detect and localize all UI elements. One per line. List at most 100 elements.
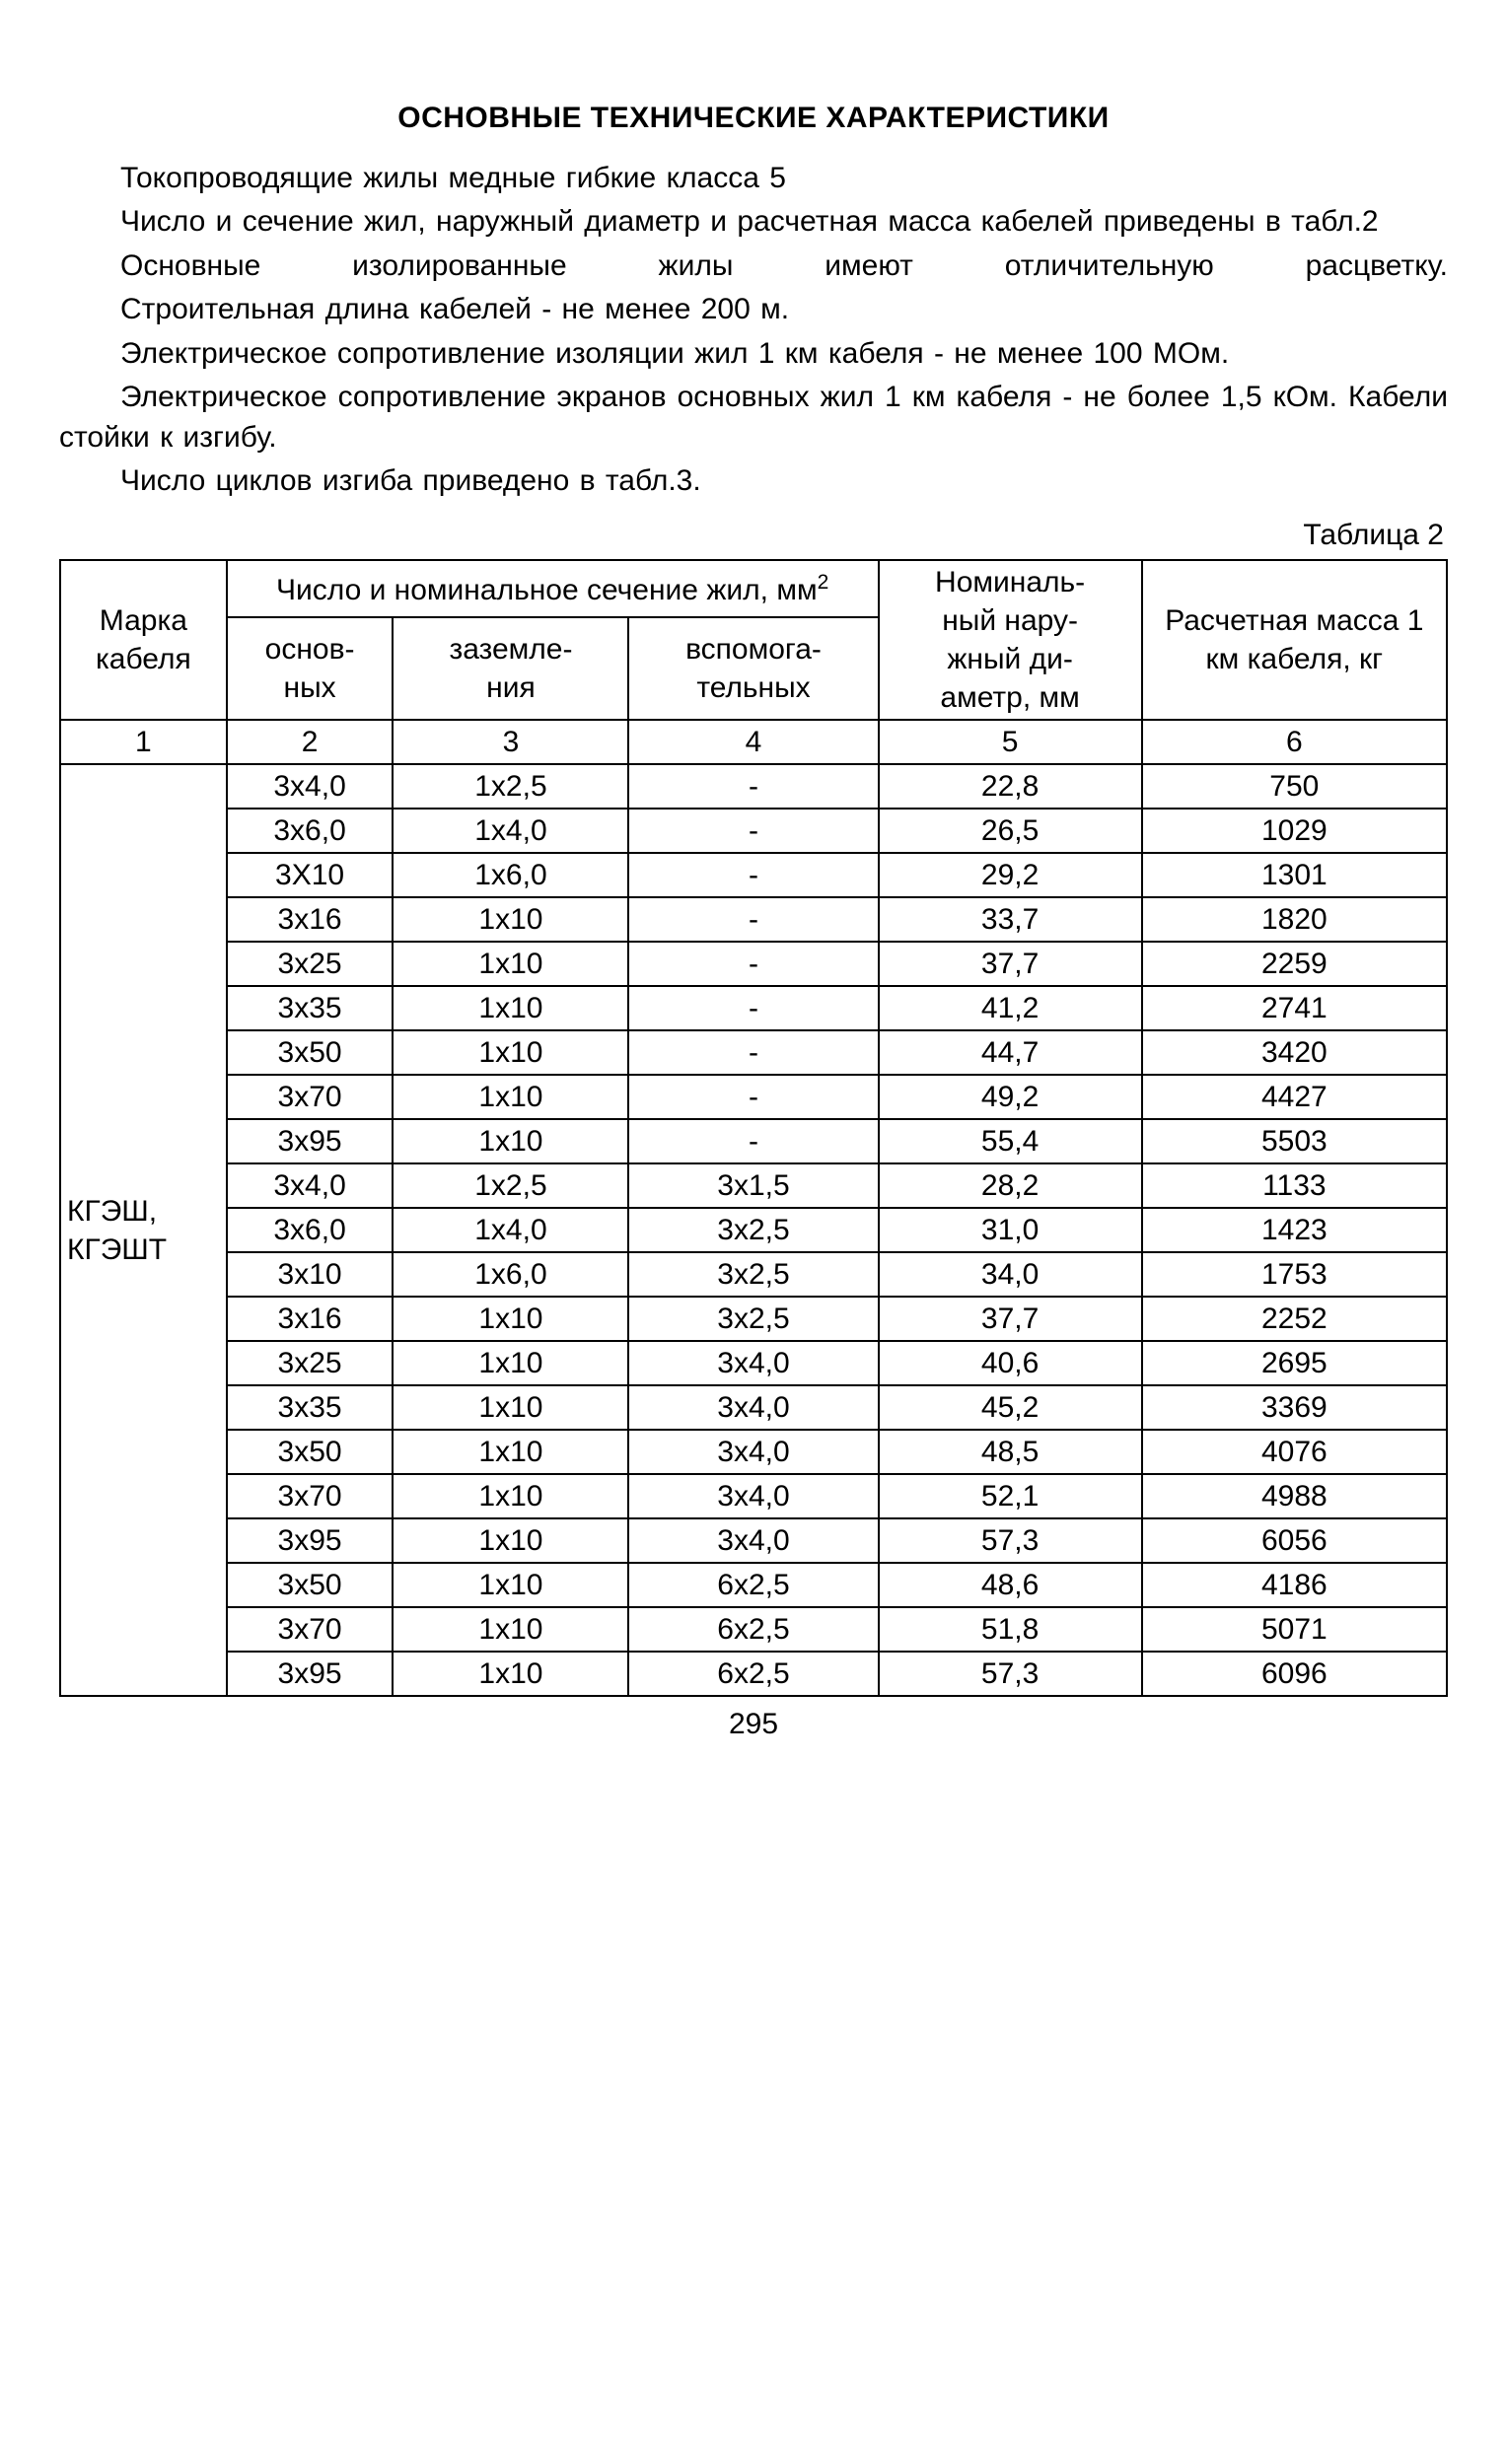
col4-header: вспомога-тельных — [628, 617, 878, 720]
table-row: 3х4,01х2,53х1,528,21133 — [60, 1163, 1447, 1208]
table-cell: 1х10 — [393, 1430, 628, 1474]
table-cell: 52,1 — [879, 1474, 1142, 1518]
table-cell: 6096 — [1142, 1652, 1447, 1696]
table-row: 3х6,01х4,0-26,51029 — [60, 809, 1447, 853]
table-cell: 1х6,0 — [393, 1252, 628, 1297]
table-row: 3х701х10-49,24427 — [60, 1075, 1447, 1119]
table-cell: 1х10 — [393, 1119, 628, 1163]
table-cell: 1753 — [1142, 1252, 1447, 1297]
table-cell: 1х10 — [393, 1563, 628, 1607]
table-cell: 5071 — [1142, 1607, 1447, 1652]
table-cell: 1820 — [1142, 897, 1447, 942]
table-row: 3х161х10-33,71820 — [60, 897, 1447, 942]
table-cell: 3х1,5 — [628, 1163, 878, 1208]
table-cell: 3х2,5 — [628, 1252, 878, 1297]
table-cell: 22,8 — [879, 764, 1142, 809]
table-row: 3х951х106х2,557,36096 — [60, 1652, 1447, 1696]
table-cell: - — [628, 1030, 878, 1075]
table-body: КГЭШ,КГЭШТ3х4,01х2,5-22,87503х6,01х4,0-2… — [60, 764, 1447, 1696]
table-cell: 3х95 — [227, 1518, 394, 1563]
group-header-sechenie: Число и номинальное сечение жил, мм2 — [227, 560, 879, 617]
table-cell: 2695 — [1142, 1341, 1447, 1385]
table-cell: 750 — [1142, 764, 1447, 809]
table-cell: 1х10 — [393, 1474, 628, 1518]
table-cell: 3х4,0 — [628, 1430, 878, 1474]
group-header-text: Число и номинальное сечение жил, мм — [276, 574, 818, 606]
table-cell: 4988 — [1142, 1474, 1447, 1518]
table-number-cell: 2 — [227, 720, 394, 764]
paragraph-2: Число и сечение жил, наружный диаметр и … — [59, 202, 1448, 243]
table-cell: 5503 — [1142, 1119, 1447, 1163]
table-caption: Таблица 2 — [59, 516, 1448, 556]
table-number-cell: 1 — [60, 720, 227, 764]
table-cell: 3х4,0 — [227, 764, 394, 809]
table-cell: 3х10 — [227, 1252, 394, 1297]
table-cell: 57,3 — [879, 1518, 1142, 1563]
col3-header: заземле-ния — [393, 617, 628, 720]
table-cell: 6х2,5 — [628, 1607, 878, 1652]
table-cell: 3х50 — [227, 1030, 394, 1075]
table-cell: 3х6,0 — [227, 809, 394, 853]
col5-header: Номиналь-ный нару-жный ди-аметр, мм — [879, 560, 1142, 720]
table-row: 3х951х10-55,45503 — [60, 1119, 1447, 1163]
table-cell: 3х2,5 — [628, 1297, 878, 1341]
table-cell: 1029 — [1142, 809, 1447, 853]
table-cell: 48,6 — [879, 1563, 1142, 1607]
table-cell: 2252 — [1142, 1297, 1447, 1341]
table-cell: - — [628, 1075, 878, 1119]
table-cell: 2259 — [1142, 942, 1447, 986]
table-row: 3х701х106х2,551,85071 — [60, 1607, 1447, 1652]
table-cell: 3х4,0 — [227, 1163, 394, 1208]
paragraph-4: Строительная длина кабелей - не менее 20… — [59, 290, 1448, 330]
table-cell: - — [628, 942, 878, 986]
table-cell: 3х35 — [227, 986, 394, 1030]
table-cell: 1х4,0 — [393, 809, 628, 853]
table-cell: 1х2,5 — [393, 1163, 628, 1208]
col2-header: основ-ных — [227, 617, 394, 720]
table-cell: 28,2 — [879, 1163, 1142, 1208]
table-cell: 1х2,5 — [393, 764, 628, 809]
table-cell: 3х70 — [227, 1075, 394, 1119]
table-cell: 3х50 — [227, 1563, 394, 1607]
table-cell: 41,2 — [879, 986, 1142, 1030]
table-cell: 3369 — [1142, 1385, 1447, 1430]
table-cell: 6х2,5 — [628, 1652, 878, 1696]
table-cell: 1х10 — [393, 1030, 628, 1075]
table-number-cell: 4 — [628, 720, 878, 764]
table-cell: 1х10 — [393, 1518, 628, 1563]
table-row: 3х951х103х4,057,36056 — [60, 1518, 1447, 1563]
table-row: 3х251х10-37,72259 — [60, 942, 1447, 986]
table-cell: 3х4,0 — [628, 1385, 878, 1430]
table-cell: 29,2 — [879, 853, 1142, 897]
table-cell: 3Х10 — [227, 853, 394, 897]
table-row: 3х351х103х4,045,23369 — [60, 1385, 1447, 1430]
table-cell: 1х10 — [393, 986, 628, 1030]
table-cell: - — [628, 853, 878, 897]
table-cell: 49,2 — [879, 1075, 1142, 1119]
table-cell: 1х10 — [393, 1652, 628, 1696]
table-row: 3х701х103х4,052,14988 — [60, 1474, 1447, 1518]
table-cell: 31,0 — [879, 1208, 1142, 1252]
table-cell: 57,3 — [879, 1652, 1142, 1696]
table-cell: 40,6 — [879, 1341, 1142, 1385]
table-cell: 3х70 — [227, 1474, 394, 1518]
table-cell: 6056 — [1142, 1518, 1447, 1563]
table-number-cell: 6 — [1142, 720, 1447, 764]
table-cell: 33,7 — [879, 897, 1142, 942]
col6-header: Расчетная масса 1 км кабеля, кг — [1142, 560, 1447, 720]
table-cell: - — [628, 986, 878, 1030]
table-row: 3х161х103х2,537,72252 — [60, 1297, 1447, 1341]
table-cell: 4427 — [1142, 1075, 1447, 1119]
table-row: КГЭШ,КГЭШТ3х4,01х2,5-22,8750 — [60, 764, 1447, 809]
table-cell: 4076 — [1142, 1430, 1447, 1474]
table-header-row-1: Марка кабеля Число и номинальное сечение… — [60, 560, 1447, 617]
table-row: 3х251х103х4,040,62695 — [60, 1341, 1447, 1385]
table-number-cell: 3 — [393, 720, 628, 764]
table-cell: 1х10 — [393, 1297, 628, 1341]
table-cell: 3х95 — [227, 1652, 394, 1696]
page-number: 295 — [59, 1705, 1448, 1745]
paragraph-1: Токопроводящие жилы медные гибкие класса… — [59, 159, 1448, 199]
table-row: 3х501х10-44,73420 — [60, 1030, 1447, 1075]
table-cell: 3х70 — [227, 1607, 394, 1652]
table-cell: 6х2,5 — [628, 1563, 878, 1607]
